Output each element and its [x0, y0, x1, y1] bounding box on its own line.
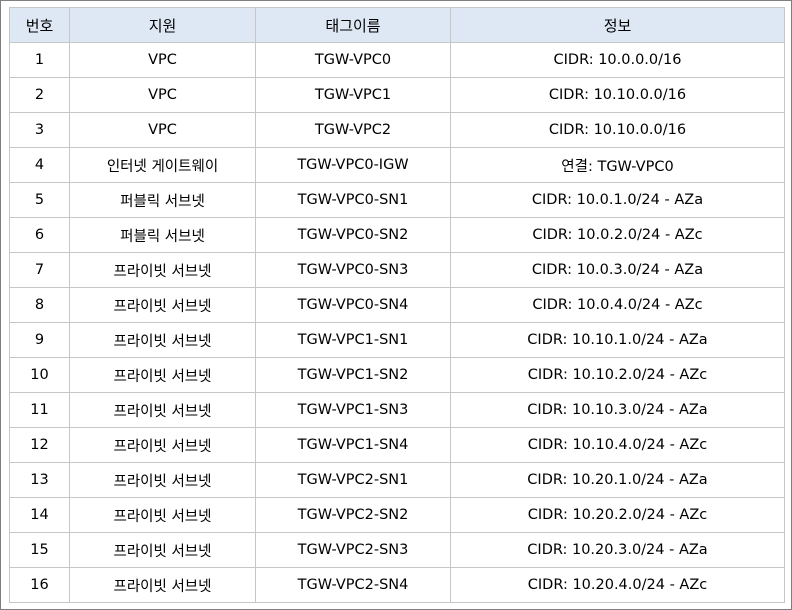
table-row: 14 프라이빗 서브넷 TGW-VPC2-SN2 CIDR: 10.20.2.0/24…: [9, 497, 785, 533]
header-tag-name: 태그이름: [255, 7, 451, 43]
info-cell: CIDR: 10.10.3.0/24 - AZa: [450, 392, 785, 428]
table-row: 12 프라이빗 서브넷 TGW-VPC1-SN4 CIDR: 10.10.4.0/24…: [9, 427, 785, 463]
header-info: 정보: [450, 7, 785, 43]
info-cell: CIDR: 10.10.1.0/24 - AZa: [450, 322, 785, 358]
resource-type-cell: 프라이빗 서브넷: [69, 357, 256, 393]
table-row: 13 프라이빗 서브넷 TGW-VPC2-SN1 CIDR: 10.20.1.0/24…: [9, 462, 785, 498]
tag-name-cell: TGW-VPC1-SN3: [255, 392, 451, 428]
table-row: 7 프라이빗 서브넷 TGW-VPC0-SN3 CIDR: 10.0.3.0/24 -…: [9, 252, 785, 288]
info-cell: CIDR: 10.0.3.0/24 - AZa: [450, 252, 785, 288]
table-row: 4 인터넷 게이트웨이 TGW-VPC0-IGW 연결: TGW-VPC0: [9, 147, 785, 183]
row-number-cell: 12: [9, 427, 70, 463]
table-body: 1 VPC TGW-VPC0 CIDR: 10.0.0.0/16 2 VPC TGW-VPC…: [9, 42, 785, 603]
resource-type-cell: 프라이빗 서브넷: [69, 392, 256, 428]
tag-name-cell: TGW-VPC2-SN1: [255, 462, 451, 498]
tag-name-cell: TGW-VPC1-SN2: [255, 357, 451, 393]
table-row: 1 VPC TGW-VPC0 CIDR: 10.0.0.0/16: [9, 42, 785, 78]
row-number-cell: 4: [9, 147, 70, 183]
resource-type-cell: 퍼블릭 서브넷: [69, 217, 256, 253]
resource-type-cell: 프라이빗 서브넷: [69, 532, 256, 568]
row-number-cell: 13: [9, 462, 70, 498]
info-cell: CIDR: 10.20.2.0/24 - AZc: [450, 497, 785, 533]
header-resource: 지원: [69, 7, 256, 43]
resource-type-cell: 인터넷 게이트웨이: [69, 147, 256, 183]
row-number-cell: 5: [9, 182, 70, 218]
resource-type-cell: VPC: [69, 77, 256, 113]
info-cell: CIDR: 10.20.4.0/24 - AZc: [450, 567, 785, 603]
tag-name-cell: TGW-VPC1-SN4: [255, 427, 451, 463]
tag-name-cell: TGW-VPC0-SN4: [255, 287, 451, 323]
resource-type-cell: 프라이빗 서브넷: [69, 462, 256, 498]
info-cell: CIDR: 10.0.2.0/24 - AZc: [450, 217, 785, 253]
row-number-cell: 15: [9, 532, 70, 568]
tag-name-cell: TGW-VPC2: [255, 112, 451, 148]
info-cell: CIDR: 10.0.4.0/24 - AZc: [450, 287, 785, 323]
row-number-cell: 10: [9, 357, 70, 393]
table-row: 10 프라이빗 서브넷 TGW-VPC1-SN2 CIDR: 10.10.2.0/24…: [9, 357, 785, 393]
resource-type-cell: 프라이빗 서브넷: [69, 497, 256, 533]
row-number-cell: 8: [9, 287, 70, 323]
info-cell: CIDR: 10.10.2.0/24 - AZc: [450, 357, 785, 393]
table-row: 3 VPC TGW-VPC2 CIDR: 10.10.0.0/16: [9, 112, 785, 148]
tag-name-cell: TGW-VPC1: [255, 77, 451, 113]
row-number-cell: 14: [9, 497, 70, 533]
info-cell: CIDR: 10.10.0.0/16: [450, 77, 785, 113]
tag-name-cell: TGW-VPC1-SN1: [255, 322, 451, 358]
info-cell: 연결: TGW-VPC0: [450, 147, 785, 183]
resource-table: 번호 지원 태그이름 정보 1 VPC TGW-VPC0 CIDR: 10.0.0.0…: [9, 7, 785, 603]
resource-type-cell: VPC: [69, 42, 256, 78]
resource-type-cell: 프라이빗 서브넷: [69, 322, 256, 358]
resource-type-cell: 프라이빗 서브넷: [69, 567, 256, 603]
tag-name-cell: TGW-VPC0: [255, 42, 451, 78]
table-row: 9 프라이빗 서브넷 TGW-VPC1-SN1 CIDR: 10.10.1.0/24 …: [9, 322, 785, 358]
table-row: 15 프라이빗 서브넷 TGW-VPC2-SN3 CIDR: 10.20.3.0/24…: [9, 532, 785, 568]
header-row: 번호 지원 태그이름 정보: [9, 7, 785, 43]
table-row: 6 퍼블릭 서브넷 TGW-VPC0-SN2 CIDR: 10.0.2.0/24 - …: [9, 217, 785, 253]
resource-type-cell: 프라이빗 서브넷: [69, 252, 256, 288]
info-cell: CIDR: 10.0.0.0/16: [450, 42, 785, 78]
row-number-cell: 1: [9, 42, 70, 78]
tag-name-cell: TGW-VPC0-SN2: [255, 217, 451, 253]
tag-name-cell: TGW-VPC2-SN3: [255, 532, 451, 568]
table-row: 5 퍼블릭 서브넷 TGW-VPC0-SN1 CIDR: 10.0.1.0/24 - …: [9, 182, 785, 218]
table-row: 11 프라이빗 서브넷 TGW-VPC1-SN3 CIDR: 10.10.3.0/24…: [9, 392, 785, 428]
info-cell: CIDR: 10.10.4.0/24 - AZc: [450, 427, 785, 463]
info-cell: CIDR: 10.20.3.0/24 - AZa: [450, 532, 785, 568]
resource-type-cell: 프라이빗 서브넷: [69, 427, 256, 463]
row-number-cell: 7: [9, 252, 70, 288]
tag-name-cell: TGW-VPC0-SN1: [255, 182, 451, 218]
tag-name-cell: TGW-VPC2-SN2: [255, 497, 451, 533]
tag-name-cell: TGW-VPC2-SN4: [255, 567, 451, 603]
row-number-cell: 11: [9, 392, 70, 428]
row-number-cell: 2: [9, 77, 70, 113]
table-row: 2 VPC TGW-VPC1 CIDR: 10.10.0.0/16: [9, 77, 785, 113]
info-cell: CIDR: 10.0.1.0/24 - AZa: [450, 182, 785, 218]
resource-type-cell: 프라이빗 서브넷: [69, 287, 256, 323]
table-row: 16 프라이빗 서브넷 TGW-VPC2-SN4 CIDR: 10.20.4.0/24…: [9, 567, 785, 603]
resource-type-cell: VPC: [69, 112, 256, 148]
tag-name-cell: TGW-VPC0-SN3: [255, 252, 451, 288]
header-number: 번호: [9, 7, 70, 43]
row-number-cell: 9: [9, 322, 70, 358]
info-cell: CIDR: 10.10.0.0/16: [450, 112, 785, 148]
info-cell: CIDR: 10.20.1.0/24 - AZa: [450, 462, 785, 498]
resource-type-cell: 퍼블릭 서브넷: [69, 182, 256, 218]
row-number-cell: 16: [9, 567, 70, 603]
row-number-cell: 3: [9, 112, 70, 148]
row-number-cell: 6: [9, 217, 70, 253]
tag-name-cell: TGW-VPC0-IGW: [255, 147, 451, 183]
table-row: 8 프라이빗 서브넷 TGW-VPC0-SN4 CIDR: 10.0.4.0/24 -…: [9, 287, 785, 323]
